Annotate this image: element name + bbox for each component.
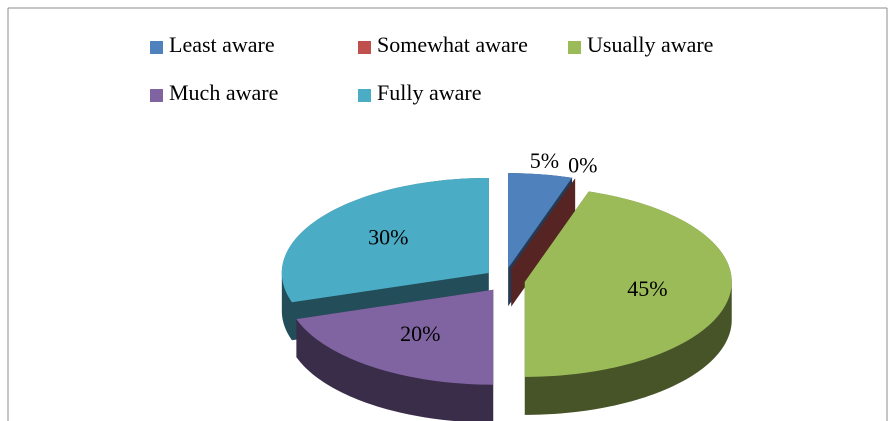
legend-label: Usually aware	[587, 32, 713, 57]
legend-swatch	[150, 89, 163, 102]
slice	[281, 177, 489, 303]
legend-label: Much aware	[169, 80, 278, 105]
data-label: 30%	[368, 224, 408, 249]
slice	[524, 191, 732, 377]
legend-swatch	[358, 89, 371, 102]
legend-label: Fully aware	[377, 80, 481, 105]
legend-swatch	[358, 41, 371, 54]
legend-label: Somewhat aware	[377, 32, 528, 57]
data-label: 5%	[530, 148, 559, 173]
slice-side	[511, 178, 576, 307]
slice	[508, 173, 573, 269]
legend-swatch	[568, 41, 581, 54]
data-label: 45%	[627, 276, 667, 301]
legend-swatch	[150, 41, 163, 54]
slice	[296, 289, 494, 385]
data-label: 20%	[400, 321, 440, 346]
legend-label: Least aware	[169, 32, 275, 57]
data-label: 0%	[568, 152, 597, 177]
